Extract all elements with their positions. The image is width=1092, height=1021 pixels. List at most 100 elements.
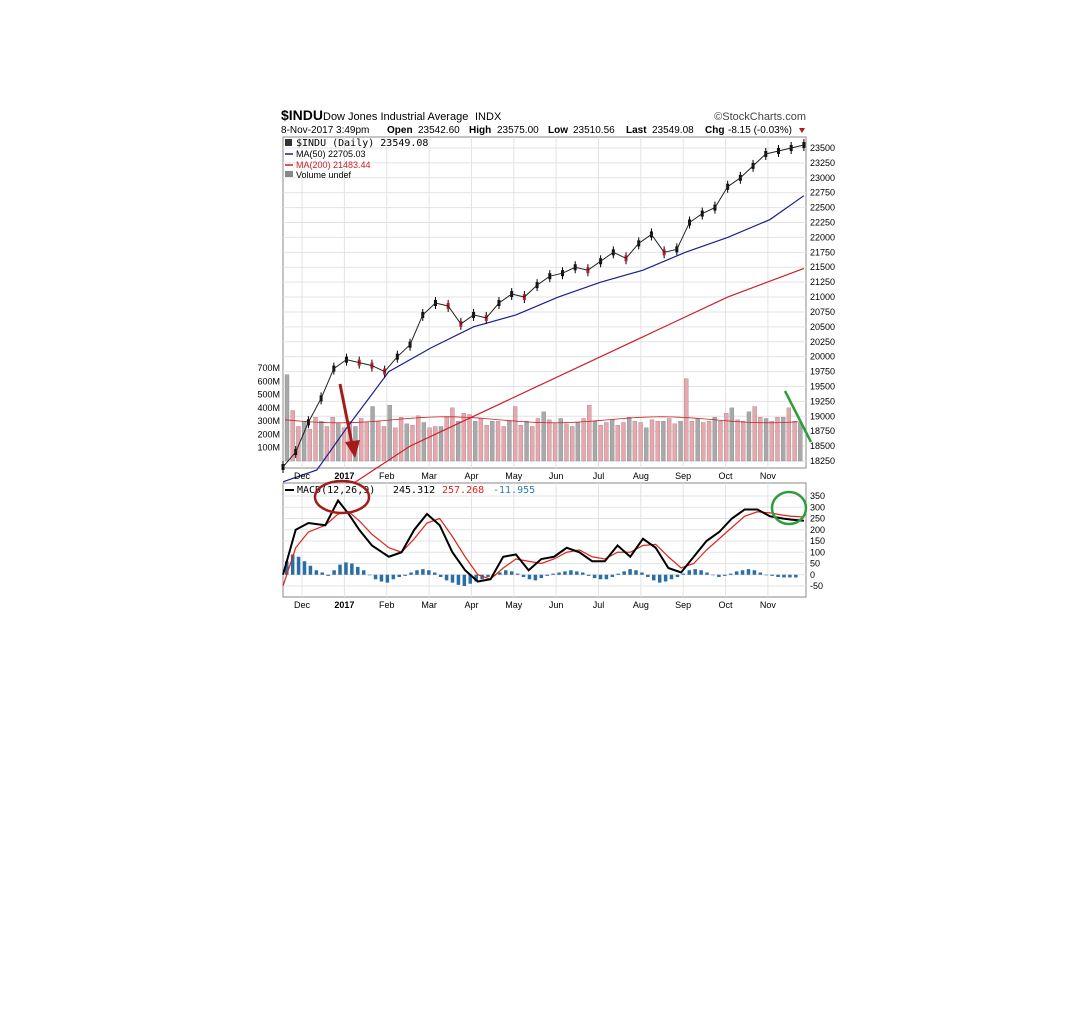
- volume-bar: [558, 418, 563, 462]
- ma200-line: [282, 267, 805, 525]
- volume-bar: [478, 418, 484, 462]
- price-tick-label: 18250: [810, 456, 835, 466]
- macd-hist-bar: [794, 574, 798, 578]
- volume-bar: [444, 417, 449, 462]
- volume-bar: [319, 420, 324, 462]
- macd-hist-bar: [498, 572, 502, 575]
- macd-hist-bar: [557, 572, 561, 575]
- volume-bar: [729, 407, 735, 462]
- volume-ma-line: [284, 416, 799, 424]
- macd-tick-label: 350: [810, 491, 825, 501]
- macd-hist-bar: [634, 570, 638, 575]
- annotation-green-line: [783, 390, 813, 443]
- volume-bar: [763, 418, 769, 462]
- volume-bar: [393, 427, 398, 462]
- macd-hist-bar: [758, 572, 763, 575]
- macd-hist-bar: [746, 569, 751, 575]
- price-month-label: 2017: [334, 471, 354, 481]
- macd-month-label: Oct: [719, 600, 734, 610]
- macd-hist-bar: [468, 574, 473, 584]
- volume-bar: [621, 422, 626, 462]
- macd-hist-bar: [492, 574, 496, 576]
- macd-tick-label: 300: [810, 502, 825, 512]
- macd-hist-bar: [586, 574, 591, 576]
- volume-bar: [284, 374, 290, 462]
- volume-bar: [490, 420, 495, 462]
- annotation-arrow-shaft: [338, 383, 354, 445]
- price-tick-label: 19000: [810, 411, 835, 421]
- macd-hist-bar: [669, 574, 674, 580]
- price-tick-label: 18750: [810, 426, 835, 436]
- volume-bar: [786, 407, 792, 462]
- macd-month-label: Mar: [421, 600, 437, 610]
- macd-hist-bar: [616, 573, 620, 575]
- last-value: 23549.08: [652, 125, 694, 136]
- price-line: [282, 144, 804, 468]
- macd-hist-bar: [432, 572, 437, 575]
- volume-bar: [358, 418, 364, 462]
- volume-bar: [609, 419, 615, 462]
- volume-bar: [706, 420, 712, 462]
- volume-bar: [632, 420, 638, 462]
- price-month-label: Oct: [719, 471, 734, 481]
- price-tick-label: 22250: [810, 218, 835, 228]
- volume-bar: [552, 423, 558, 462]
- volume-bar: [450, 407, 455, 462]
- volume-bar: [518, 424, 523, 462]
- macd-hist-bar: [290, 554, 295, 575]
- volume-bar: [301, 420, 307, 462]
- macd-hist-bar: [462, 574, 467, 586]
- price-tick-label: 20500: [810, 322, 835, 332]
- macd-hist-bar: [652, 574, 656, 581]
- chg-label: Chg: [705, 125, 724, 136]
- macd-hist-bar: [711, 574, 715, 576]
- macd-hist-bar: [723, 574, 727, 576]
- price-x-axis: Dec 2017 Feb Mar Apr May Jun Jul Aug Sep Oct Nov: [294, 471, 776, 481]
- candlestick-icon: [285, 139, 292, 146]
- volume-bar: [746, 411, 752, 462]
- macd-hist-bar: [332, 570, 336, 575]
- macd-hist-bar: [699, 570, 703, 575]
- macd-hist-bar: [675, 574, 680, 577]
- volume-tick-label: 100M: [257, 443, 280, 453]
- volume-bar: [701, 422, 706, 462]
- macd-hist-bar: [456, 574, 461, 585]
- macd-hist-bar: [622, 571, 626, 575]
- macd-hist-bar: [640, 572, 644, 575]
- volume-bar: [512, 406, 518, 462]
- macd-hist-bar: [296, 556, 301, 575]
- macd-hist-bar: [628, 569, 632, 575]
- macd-hist-bar: [752, 570, 757, 575]
- price-tick-label: 21500: [810, 262, 835, 272]
- price-tick-label: 22750: [810, 188, 835, 198]
- open-label: Open: [387, 125, 413, 136]
- macd-hist-bar: [356, 566, 360, 575]
- volume-bar: [604, 422, 609, 462]
- macd-hist-bar: [717, 574, 721, 577]
- macd-hist-bar: [610, 574, 615, 577]
- macd-tick-label: -50: [810, 581, 823, 591]
- macd-hist-bar: [687, 570, 692, 575]
- macd-hist-bar: [504, 570, 508, 575]
- macd-hist-bar: [474, 574, 478, 582]
- macd-hist-bar: [509, 571, 514, 575]
- volume-bar: [689, 420, 695, 462]
- volume-bar: [398, 417, 404, 462]
- macd-hist-bar: [320, 572, 325, 575]
- macd-hist-bar: [285, 561, 289, 575]
- price-month-label: May: [505, 471, 523, 481]
- quote-date: 8-Nov-2017 3:49pm: [281, 125, 369, 136]
- volume-bar: [524, 420, 529, 462]
- volume-tick-label: 600M: [257, 376, 280, 386]
- volume-bar: [535, 418, 541, 462]
- volume-bar: [798, 422, 803, 462]
- macd-hist-bar: [776, 574, 780, 577]
- macd-hist-bar: [734, 571, 739, 575]
- macd-legend-label: MACD(12,26,9): [297, 485, 375, 496]
- volume-bar: [661, 420, 666, 462]
- macd-hist-bar: [397, 574, 401, 577]
- macd-month-label: Jul: [593, 600, 605, 610]
- macd-hist-bar: [314, 570, 319, 575]
- macd-histogram: [285, 554, 798, 586]
- price-y-axis: 23500 23250 23000 22750 22500 22250 22000 21750…: [810, 143, 835, 466]
